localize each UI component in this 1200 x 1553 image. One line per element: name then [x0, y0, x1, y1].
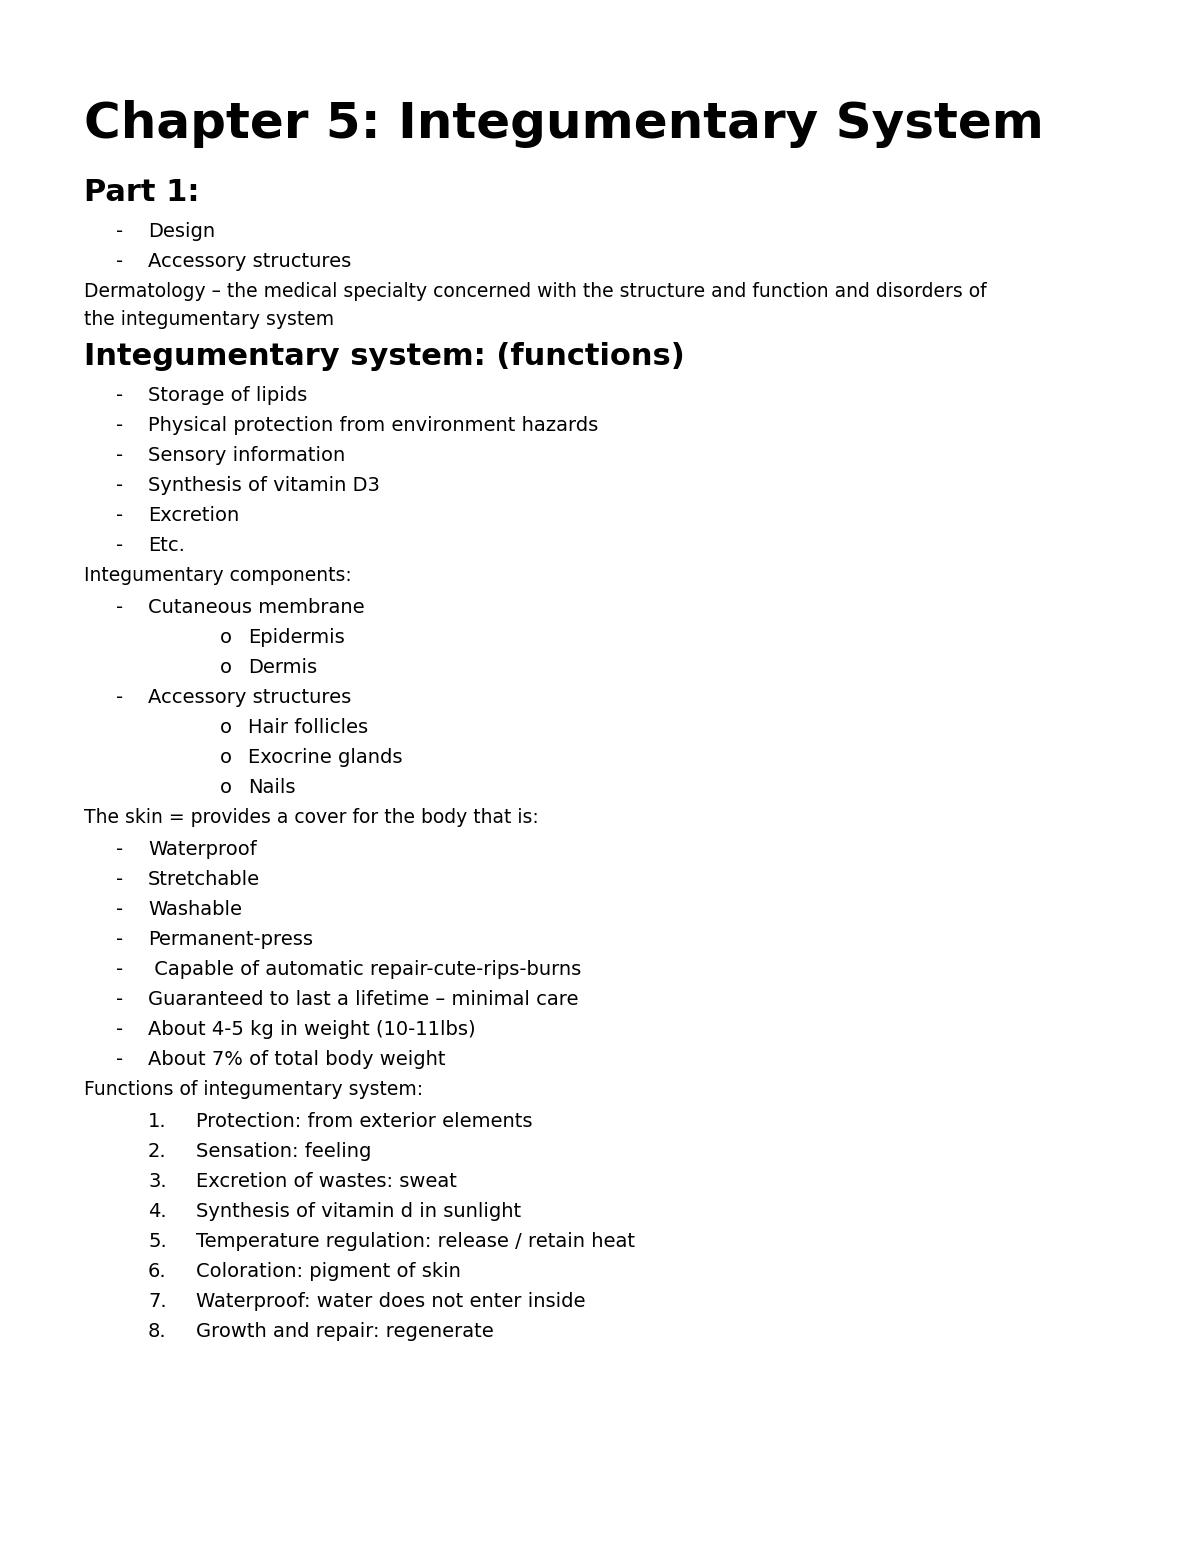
- Text: Chapter 5: Integumentary System: Chapter 5: Integumentary System: [84, 99, 1044, 148]
- Text: Stretchable: Stretchable: [148, 870, 260, 888]
- Text: Excretion of wastes: sweat: Excretion of wastes: sweat: [196, 1173, 457, 1191]
- Text: -: -: [116, 901, 124, 919]
- Text: o: o: [220, 717, 232, 738]
- Text: -: -: [116, 536, 124, 554]
- Text: Hair follicles: Hair follicles: [248, 717, 368, 738]
- Text: Integumentary system: (functions): Integumentary system: (functions): [84, 342, 685, 371]
- Text: Synthesis of vitamin d in sunlight: Synthesis of vitamin d in sunlight: [196, 1202, 521, 1221]
- Text: 3.: 3.: [148, 1173, 167, 1191]
- Text: Growth and repair: regenerate: Growth and repair: regenerate: [196, 1322, 493, 1342]
- Text: Epidermis: Epidermis: [248, 627, 344, 648]
- Text: About 7% of total body weight: About 7% of total body weight: [148, 1050, 445, 1068]
- Text: Design: Design: [148, 222, 215, 241]
- Text: Integumentary components:: Integumentary components:: [84, 565, 352, 585]
- Text: Part 1:: Part 1:: [84, 179, 199, 207]
- Text: Sensation: feeling: Sensation: feeling: [196, 1141, 371, 1162]
- Text: -: -: [116, 387, 124, 405]
- Text: 2.: 2.: [148, 1141, 167, 1162]
- Text: Waterproof: Waterproof: [148, 840, 257, 859]
- Text: Accessory structures: Accessory structures: [148, 688, 352, 707]
- Text: Functions of integumentary system:: Functions of integumentary system:: [84, 1079, 424, 1100]
- Text: -: -: [116, 446, 124, 464]
- Text: Synthesis of vitamin D3: Synthesis of vitamin D3: [148, 477, 380, 495]
- Text: Nails: Nails: [248, 778, 295, 797]
- Text: -: -: [116, 930, 124, 949]
- Text: Permanent-press: Permanent-press: [148, 930, 313, 949]
- Text: Dermatology – the medical specialty concerned with the structure and function an: Dermatology – the medical specialty conc…: [84, 283, 986, 301]
- Text: Dermis: Dermis: [248, 658, 317, 677]
- Text: -: -: [116, 1050, 124, 1068]
- Text: About 4-5 kg in weight (10-11lbs): About 4-5 kg in weight (10-11lbs): [148, 1020, 475, 1039]
- Text: Capable of automatic repair-cute-rips-burns: Capable of automatic repair-cute-rips-bu…: [148, 960, 581, 978]
- Text: Accessory structures: Accessory structures: [148, 252, 352, 272]
- Text: Cutaneous membrane: Cutaneous membrane: [148, 598, 365, 617]
- Text: 5.: 5.: [148, 1232, 167, 1252]
- Text: Etc.: Etc.: [148, 536, 185, 554]
- Text: Guaranteed to last a lifetime – minimal care: Guaranteed to last a lifetime – minimal …: [148, 989, 578, 1009]
- Text: Physical protection from environment hazards: Physical protection from environment haz…: [148, 416, 599, 435]
- Text: Storage of lipids: Storage of lipids: [148, 387, 307, 405]
- Text: 6.: 6.: [148, 1263, 167, 1281]
- Text: Waterproof: water does not enter inside: Waterproof: water does not enter inside: [196, 1292, 586, 1311]
- Text: -: -: [116, 960, 124, 978]
- Text: 8.: 8.: [148, 1322, 167, 1342]
- Text: -: -: [116, 252, 124, 272]
- Text: o: o: [220, 658, 232, 677]
- Text: Coloration: pigment of skin: Coloration: pigment of skin: [196, 1263, 461, 1281]
- Text: -: -: [116, 989, 124, 1009]
- Text: -: -: [116, 222, 124, 241]
- Text: Washable: Washable: [148, 901, 242, 919]
- Text: 4.: 4.: [148, 1202, 167, 1221]
- Text: Sensory information: Sensory information: [148, 446, 346, 464]
- Text: o: o: [220, 749, 232, 767]
- Text: the integumentary system: the integumentary system: [84, 311, 334, 329]
- Text: Excretion: Excretion: [148, 506, 239, 525]
- Text: o: o: [220, 778, 232, 797]
- Text: -: -: [116, 506, 124, 525]
- Text: 1.: 1.: [148, 1112, 167, 1131]
- Text: -: -: [116, 598, 124, 617]
- Text: Exocrine glands: Exocrine glands: [248, 749, 402, 767]
- Text: -: -: [116, 840, 124, 859]
- Text: -: -: [116, 1020, 124, 1039]
- Text: The skin = provides a cover for the body that is:: The skin = provides a cover for the body…: [84, 808, 539, 828]
- Text: -: -: [116, 416, 124, 435]
- Text: o: o: [220, 627, 232, 648]
- Text: -: -: [116, 477, 124, 495]
- Text: Protection: from exterior elements: Protection: from exterior elements: [196, 1112, 533, 1131]
- Text: -: -: [116, 870, 124, 888]
- Text: 7.: 7.: [148, 1292, 167, 1311]
- Text: Temperature regulation: release / retain heat: Temperature regulation: release / retain…: [196, 1232, 635, 1252]
- Text: -: -: [116, 688, 124, 707]
